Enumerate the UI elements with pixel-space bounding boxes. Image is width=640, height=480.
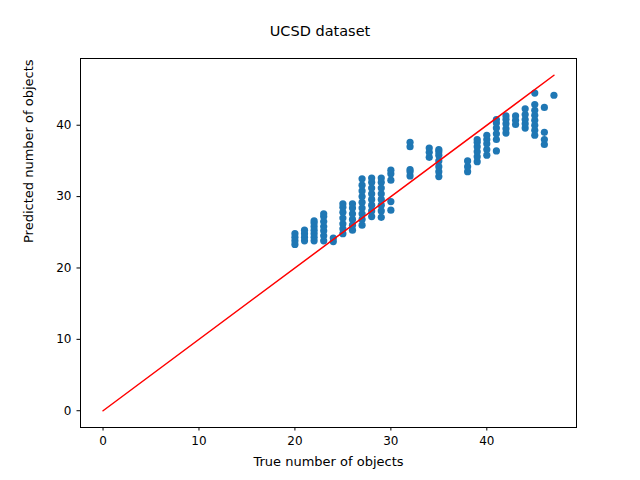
svg-text:0: 0 <box>64 404 72 418</box>
svg-text:10: 10 <box>191 434 206 448</box>
svg-text:0: 0 <box>99 434 107 448</box>
svg-text:30: 30 <box>383 434 398 448</box>
svg-text:20: 20 <box>56 261 71 275</box>
svg-text:20: 20 <box>287 434 302 448</box>
svg-text:40: 40 <box>479 434 494 448</box>
svg-text:Predicted number of objects: Predicted number of objects <box>21 59 36 243</box>
svg-text:40: 40 <box>56 118 71 132</box>
svg-text:30: 30 <box>56 189 71 203</box>
svg-text:10: 10 <box>56 332 71 346</box>
svg-text:True number of objects: True number of objects <box>252 454 403 469</box>
html-text:UCSD dataset: UCSD dataset <box>269 23 371 39</box>
